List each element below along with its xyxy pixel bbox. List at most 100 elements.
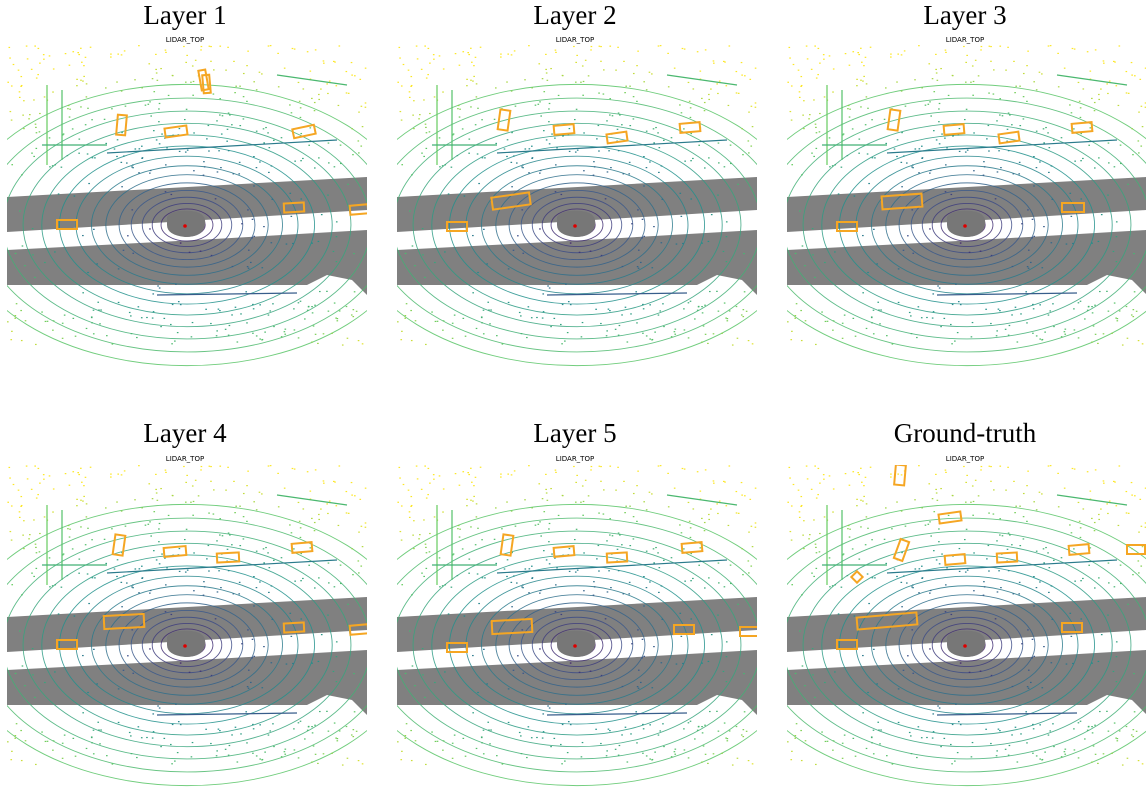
lidar-point — [220, 587, 222, 588]
lidar-point — [18, 70, 20, 71]
lidar-point — [77, 52, 79, 53]
lidar-point — [1078, 302, 1080, 303]
ego-vehicle — [557, 211, 595, 237]
lidar-point — [1050, 45, 1052, 46]
lidar-point — [256, 587, 258, 588]
lidar-point — [701, 243, 703, 244]
lidar-point — [573, 46, 575, 47]
lidar-point — [256, 509, 258, 510]
lidar-point — [85, 544, 87, 545]
lidar-point — [701, 726, 703, 727]
lidar-point — [141, 578, 143, 579]
lidar-point — [34, 465, 36, 466]
lidar-point — [314, 725, 316, 726]
detection-box — [501, 534, 514, 555]
lidar-point — [354, 291, 356, 292]
lidar-point — [649, 492, 651, 493]
lidar-point — [704, 530, 706, 531]
lidar-point — [1113, 671, 1115, 672]
panel-subtitle: LIDAR_TOP — [166, 36, 204, 44]
lidar-point — [227, 467, 229, 468]
lidar-point — [273, 140, 275, 141]
lidar-point — [879, 743, 881, 744]
lidar-point — [870, 467, 872, 468]
lidar-point — [508, 268, 510, 269]
lidar-point — [562, 724, 564, 725]
lidar-point — [748, 560, 750, 561]
lidar-point — [814, 697, 816, 698]
lidar-point — [489, 743, 491, 744]
lidar-point — [986, 558, 988, 559]
lidar-point — [519, 732, 521, 733]
lidar-point — [812, 674, 814, 675]
lidar-point — [704, 110, 706, 111]
lidar-point — [638, 670, 640, 671]
lidar-point — [433, 59, 435, 60]
lidar-point — [125, 106, 127, 107]
lidar-point — [871, 736, 873, 737]
lidar-point — [663, 560, 665, 561]
lidar-point — [737, 758, 739, 759]
lidar-point — [812, 254, 814, 255]
lidar-point — [929, 521, 931, 522]
lidar-point — [314, 102, 316, 103]
lidar-point — [999, 114, 1001, 115]
lidar-point — [1033, 308, 1035, 309]
lidar-point — [338, 525, 340, 526]
lidar-point — [43, 54, 45, 55]
lidar-point — [164, 318, 166, 319]
lidar-point — [253, 728, 255, 729]
lidar-point — [187, 570, 189, 571]
lidar-point — [829, 586, 831, 587]
lidar-point — [536, 317, 538, 318]
lidar-point — [1097, 343, 1099, 344]
lidar-point — [293, 308, 295, 309]
lidar-point — [210, 46, 212, 47]
lidar-point — [819, 483, 821, 484]
lidar-point — [625, 727, 627, 728]
lidar-point — [8, 47, 10, 48]
lidar-point — [253, 236, 255, 237]
lidar-point — [44, 96, 46, 97]
lidar-scene — [740, 465, 1146, 786]
lidar-point — [177, 332, 179, 333]
lidar-point — [867, 272, 869, 273]
lidar-point — [525, 148, 527, 149]
lidar-point — [336, 641, 338, 642]
lidar-point — [1011, 544, 1013, 545]
lidar-point — [565, 284, 567, 285]
lidar-point — [252, 333, 254, 334]
lidar-point — [1011, 124, 1013, 125]
lidar-point — [876, 263, 878, 264]
lidar-point — [174, 760, 176, 761]
lidar-point — [477, 528, 479, 529]
lidar-point — [240, 733, 242, 734]
lidar-point — [525, 568, 527, 569]
lidar-point — [334, 722, 336, 723]
lidar-point — [633, 118, 635, 119]
lidar-point — [1073, 728, 1075, 729]
lidar-point — [1065, 329, 1067, 330]
lidar-point — [676, 243, 678, 244]
lidar-point — [1047, 132, 1049, 133]
lidar-point — [1138, 112, 1140, 113]
lidar-point — [110, 53, 112, 54]
lidar-point — [907, 655, 909, 656]
lidar-point — [601, 255, 603, 256]
road — [397, 230, 757, 295]
lidar-point — [239, 125, 241, 126]
lidar-point — [36, 132, 38, 133]
lidar-point — [690, 580, 692, 581]
lidar-point — [1106, 503, 1108, 504]
lidar-point — [219, 46, 221, 47]
lidar-point — [629, 545, 631, 546]
lidar-point — [521, 753, 523, 754]
lidar-point — [973, 81, 975, 82]
lidar-point — [467, 52, 469, 53]
lidar-point — [684, 48, 686, 49]
lidar-point — [433, 474, 435, 475]
lidar-point — [590, 469, 592, 470]
lidar-point — [1103, 63, 1105, 64]
lidar-point — [928, 524, 930, 525]
lidar-point — [804, 685, 806, 686]
